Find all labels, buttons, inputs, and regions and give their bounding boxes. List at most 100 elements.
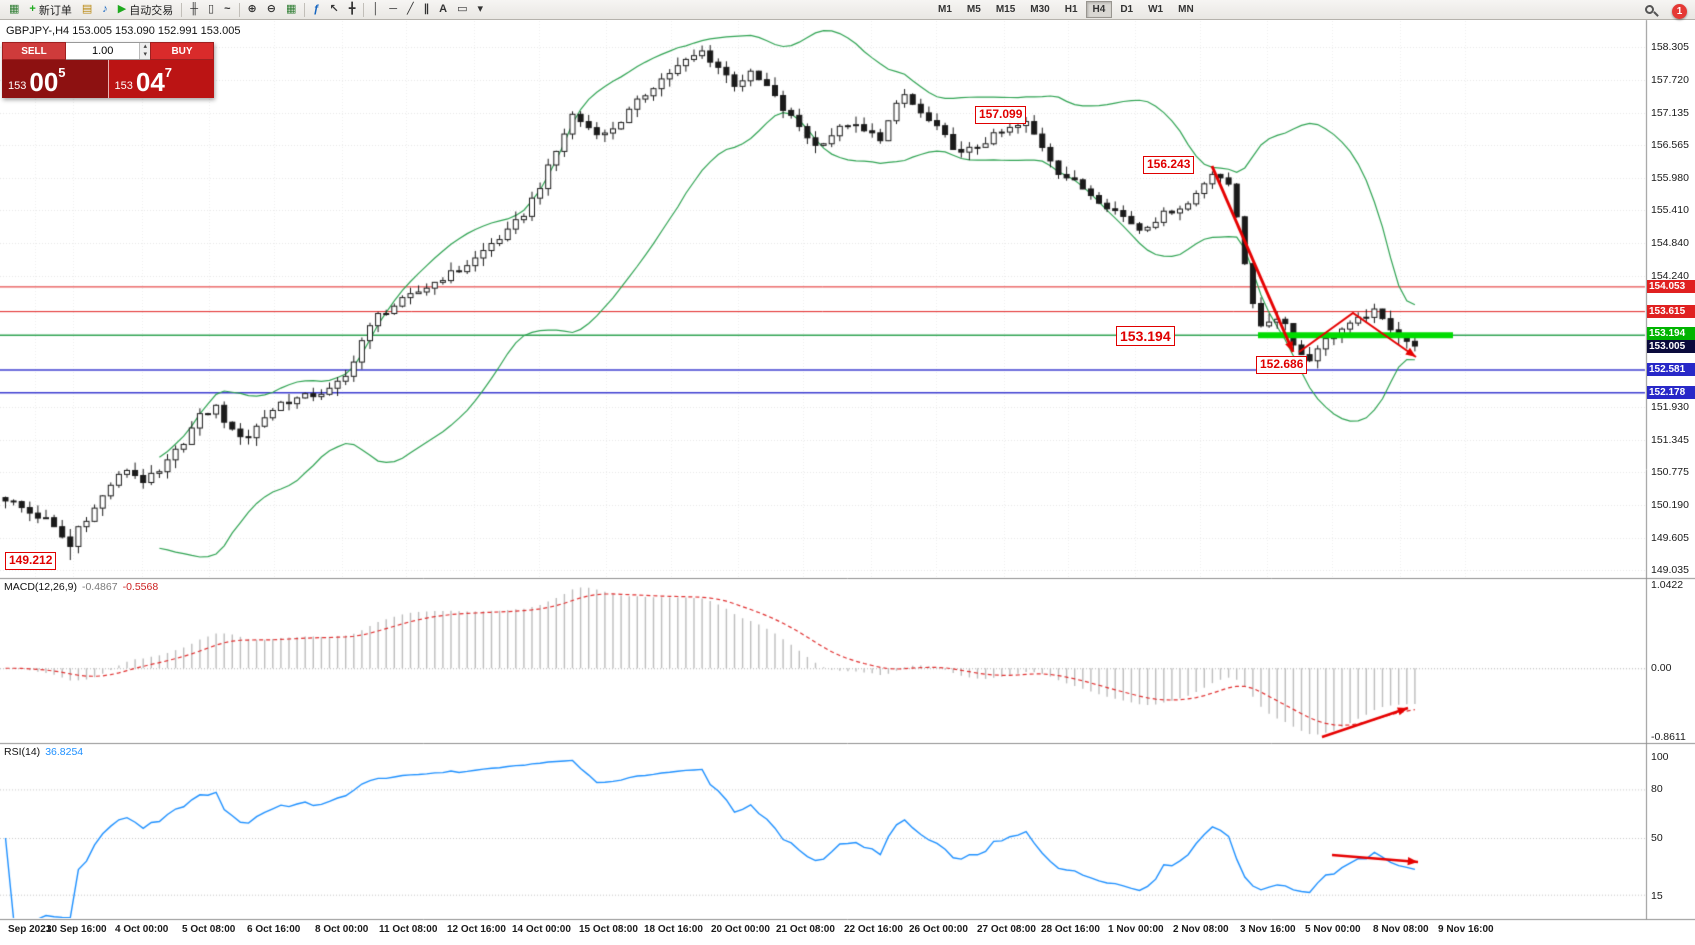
macd-axis-label: -0.8611 — [1651, 731, 1686, 743]
price-axis-label: 155.980 — [1651, 172, 1689, 184]
candlestick-chart-type-icon[interactable]: ▯ — [203, 1, 219, 19]
new-order-button[interactable]: + 新订单 — [24, 1, 76, 19]
crosshair-icon[interactable]: ╋ — [344, 1, 361, 19]
new-chart-icon[interactable]: ▦ — [4, 1, 24, 19]
bar-chart-type-icon-glyph: ╫ — [190, 3, 199, 15]
timeframe-d1[interactable]: D1 — [1120, 4, 1134, 15]
tile-windows-icon[interactable]: ▦ — [281, 1, 301, 19]
line-chart-type-icon[interactable]: ~ — [219, 1, 235, 19]
zoom-in-icon[interactable]: ⊕ — [243, 1, 262, 19]
macd-indicator-header: MACD(12,26,9) -0.4867 -0.5568 — [4, 581, 158, 593]
price-axis-label: 158.305 — [1651, 41, 1689, 53]
macd-signal-value: -0.5568 — [122, 581, 159, 593]
new-order-button-glyph: + — [29, 3, 36, 15]
price-axis-label: 150.190 — [1651, 499, 1689, 511]
vertical-line-icon-glyph: │ — [372, 3, 380, 15]
equidistant-channel-icon[interactable]: ∥ — [419, 1, 435, 19]
price-axis-label: 151.345 — [1651, 434, 1689, 446]
market-watch-icon[interactable]: ▤ — [77, 1, 97, 19]
vertical-line-icon[interactable]: │ — [367, 1, 384, 19]
equidistant-channel-icon-glyph: ∥ — [423, 3, 430, 15]
shapes-dropdown-icon-glyph: ▾ — [477, 3, 484, 15]
sell-price-display[interactable]: 153 00 5 — [2, 60, 109, 98]
shapes-dropdown-icon[interactable]: ▾ — [472, 1, 488, 19]
price-annotation[interactable]: 152.686 — [1256, 356, 1308, 374]
price-axis-label: 157.135 — [1651, 107, 1689, 119]
lot-input[interactable] — [66, 43, 140, 59]
lot-increase-button[interactable]: ▴ — [143, 43, 147, 50]
sound-icon[interactable]: ♪ — [97, 1, 113, 19]
new-chart-icon-glyph: ▦ — [9, 3, 20, 15]
text-tool-icon[interactable]: A — [434, 1, 452, 19]
timeframe-m15[interactable]: M15 — [995, 4, 1016, 15]
toolbar-right-group: 1 — [1639, 2, 1687, 20]
price-annotation[interactable]: 157.099 — [975, 106, 1027, 124]
timeframe-h4[interactable]: H4 — [1085, 1, 1113, 18]
price-axis-label: 155.410 — [1651, 204, 1689, 216]
time-axis-label: 8 Oct 00:00 — [315, 924, 369, 935]
buy-button[interactable]: BUY — [150, 42, 214, 60]
indicators-icon-glyph: ƒ — [313, 3, 320, 15]
time-axis-label: 26 Oct 00:00 — [909, 924, 968, 935]
time-axis-label: 15 Oct 08:00 — [579, 924, 638, 935]
sell-button[interactable]: SELL — [2, 42, 66, 60]
market-watch-icon-glyph: ▤ — [81, 3, 93, 15]
sell-price-sup: 5 — [58, 65, 66, 80]
rsi-value: 36.8254 — [45, 746, 84, 758]
indicators-icon[interactable]: ƒ — [308, 1, 324, 19]
timeframe-m5[interactable]: M5 — [966, 4, 981, 15]
toolbar-left-group: ▦ + 新订单 ▤ ♪ ▶ 自动交易 ╫ ▯ ~ ⊕ ⊖ ▦ ƒ ↖ ╋ │ ─ ╱ ∥ A ▭ ▾ — [4, 1, 488, 19]
price-axis-label: 154.840 — [1651, 237, 1689, 249]
line-chart-type-icon-glyph: ~ — [224, 3, 231, 15]
price-annotation[interactable]: 149.212 — [5, 552, 57, 570]
price-annotation[interactable]: 153.194 — [1116, 326, 1175, 347]
time-axis-label: 30 Sep 16:00 — [46, 924, 107, 935]
time-axis-label: 5 Oct 08:00 — [182, 924, 236, 935]
price-tag: 153.194 — [1647, 327, 1695, 340]
auto-trading-button-label: 自动交易 — [129, 4, 174, 17]
timeframe-mn[interactable]: MN — [1178, 4, 1194, 15]
timeframe-m30[interactable]: M30 — [1030, 4, 1050, 15]
time-axis-label: 9 Nov 16:00 — [1438, 924, 1494, 935]
zoom-out-icon[interactable]: ⊖ — [262, 1, 281, 19]
timeframe-w1[interactable]: W1 — [1148, 4, 1164, 15]
rsi-axis-label: 80 — [1651, 783, 1663, 795]
timeframe-m1[interactable]: M1 — [938, 4, 952, 15]
search-icon[interactable] — [1639, 2, 1663, 20]
rsi-axis-label: 15 — [1651, 890, 1663, 902]
notification-badge[interactable]: 1 — [1672, 3, 1687, 19]
time-axis-label: 18 Oct 16:00 — [644, 924, 703, 935]
price-annotation[interactable]: 156.243 — [1143, 156, 1195, 174]
cursor-icon[interactable]: ↖ — [324, 1, 343, 19]
price-tag: 154.053 — [1647, 280, 1695, 293]
time-axis-label: 2 Nov 08:00 — [1173, 924, 1229, 935]
toolbar-separator — [304, 2, 306, 17]
price-axis-label: 151.930 — [1651, 401, 1689, 413]
buy-price-pips: 04 — [135, 67, 165, 97]
trade-panel-prices: 153 00 5 153 04 7 — [2, 60, 214, 98]
text-label-icon-glyph: ▭ — [457, 3, 468, 15]
toolbar-separator — [181, 2, 183, 17]
bar-chart-type-icon[interactable]: ╫ — [185, 1, 203, 19]
lot-decrease-button[interactable]: ▾ — [143, 51, 147, 58]
buy-price-display[interactable]: 153 04 7 — [108, 60, 214, 98]
auto-trading-button[interactable]: ▶ 自动交易 — [113, 1, 178, 19]
macd-axis-label: 1.0422 — [1651, 579, 1684, 591]
candlestick-chart-type-icon-glyph: ▯ — [208, 3, 215, 15]
macd-value: -0.4867 — [81, 581, 118, 593]
horizontal-line-icon[interactable]: ─ — [384, 1, 402, 19]
text-label-icon[interactable]: ▭ — [452, 1, 472, 19]
horizontal-line-icon-glyph: ─ — [389, 3, 397, 15]
rsi-axis-label: 100 — [1651, 751, 1669, 763]
timeframe-toolbar: M1 M5 M15 M30 H1 H4 D1 W1 MN — [931, 1, 1201, 18]
macd-axis-label: 0.00 — [1651, 662, 1672, 674]
buy-price-main: 153 — [114, 80, 133, 92]
trendline-icon[interactable]: ╱ — [402, 1, 419, 19]
timeframe-h1[interactable]: H1 — [1064, 4, 1078, 15]
time-axis-label: 28 Oct 16:00 — [1041, 924, 1100, 935]
price-axis-label: 156.565 — [1651, 139, 1689, 151]
time-axis-label: 11 Oct 08:00 — [379, 924, 438, 935]
